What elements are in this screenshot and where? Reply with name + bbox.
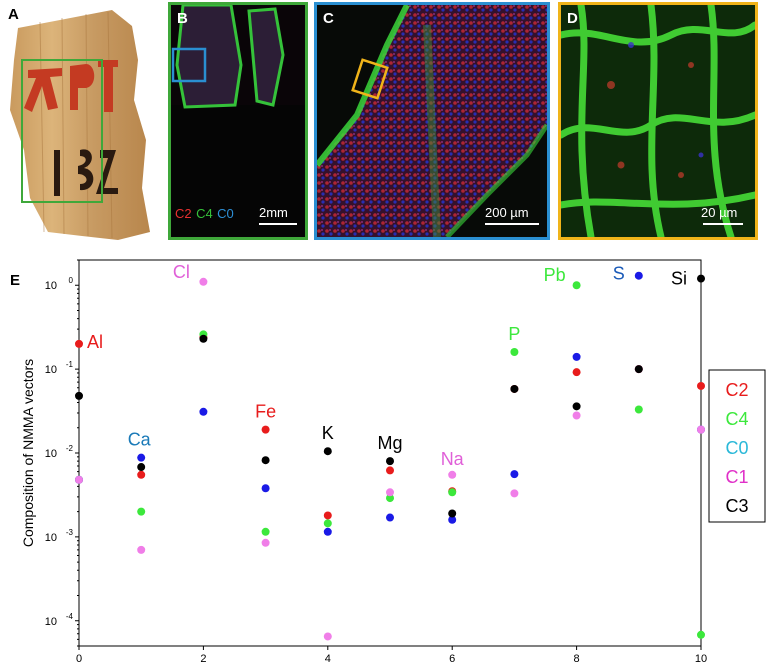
channel-label-c0: C0 (217, 206, 234, 221)
x-tick-label: 10 (695, 653, 707, 664)
point-c4 (510, 348, 519, 357)
y-tick-label: 10 (45, 532, 57, 544)
point-c3 (75, 391, 83, 400)
x-tick-label: 8 (574, 653, 580, 664)
panel-d-scale-bar (703, 223, 743, 225)
point-c1 (697, 425, 705, 434)
x-tick-label: 2 (200, 653, 206, 664)
point-c3 (386, 457, 394, 466)
element-label-k: K (322, 423, 334, 443)
element-label-cl: Cl (173, 262, 190, 282)
point-c0 (572, 352, 581, 361)
y-tick-exponent: -1 (66, 360, 74, 369)
element-label-s: S (613, 264, 625, 284)
element-label-si: Si (671, 269, 687, 289)
point-c0 (261, 484, 270, 493)
panel-c-scale-bar (485, 223, 539, 225)
point-c4 (261, 527, 270, 536)
x-tick-label: 0 (76, 653, 82, 664)
element-label-al: Al (87, 332, 103, 352)
legend-entry-c4: C4 (725, 409, 748, 429)
point-c2 (572, 368, 581, 377)
element-label-p: P (508, 324, 520, 344)
x-tick-label: 4 (325, 653, 331, 664)
element-label-ca: Ca (128, 430, 152, 450)
y-tick-label: 10 (45, 448, 57, 460)
legend-entry-c3: C3 (725, 496, 748, 516)
point-c1 (510, 489, 519, 498)
point-c4 (634, 405, 643, 414)
point-c0 (386, 513, 394, 522)
point-c0 (634, 271, 643, 280)
point-c3 (448, 509, 457, 518)
point-c2 (261, 425, 270, 434)
nmma-composition-chart: 024681010-410-310-210-1100ElementsCompos… (20, 259, 766, 664)
y-axis-label: Composition of NMMA vectors (20, 359, 36, 547)
point-c4 (323, 519, 332, 528)
legend-entry-c1: C1 (725, 467, 748, 487)
panel-d-image: D 20 µm (558, 2, 758, 240)
point-c0 (510, 470, 519, 479)
panel-b-scale-bar (259, 223, 297, 225)
point-c4 (572, 281, 581, 290)
point-c3 (137, 463, 146, 472)
y-tick-label: 10 (45, 280, 57, 292)
papyrus-image (10, 10, 150, 240)
point-c0 (448, 515, 457, 524)
y-tick-label: 10 (45, 364, 57, 376)
point-c3 (199, 334, 208, 343)
point-c1 (386, 488, 394, 497)
point-c2 (386, 466, 394, 475)
point-c1 (75, 475, 83, 484)
point-c1 (448, 470, 457, 479)
legend-box (708, 369, 766, 523)
point-c0 (199, 407, 208, 416)
y-tick-label: 10 (45, 616, 57, 628)
point-c2 (697, 381, 705, 390)
legend-entry-c0: C0 (725, 438, 748, 458)
point-c0 (323, 527, 332, 536)
panel-e-letter: E (10, 272, 21, 289)
panel-c-image: C 200 µm (314, 2, 550, 240)
point-c3 (572, 402, 581, 411)
point-c1 (261, 538, 270, 547)
legend-entry-c2: C2 (725, 380, 748, 400)
point-c4 (386, 494, 394, 503)
panel-b-scale-label: 2mm (259, 205, 288, 220)
point-c1 (199, 277, 208, 286)
panel-d-letter: D (567, 10, 578, 27)
y-tick-exponent: -3 (66, 528, 74, 537)
point-c4 (697, 630, 705, 639)
point-c4 (137, 507, 146, 516)
element-label-pb: Pb (544, 265, 566, 285)
element-label-fe: Fe (255, 402, 276, 422)
y-tick-exponent: -4 (66, 612, 74, 621)
point-c3 (697, 274, 705, 283)
panel-a-letter: A (8, 6, 19, 23)
point-c0 (137, 453, 146, 462)
panel-b-letter: B (177, 10, 188, 27)
point-c1 (137, 545, 146, 554)
panel-c-letter: C (323, 10, 334, 27)
channel-label-c2: C2 (175, 206, 192, 221)
point-c1 (323, 632, 332, 641)
y-tick-exponent: -2 (66, 444, 74, 453)
point-c3 (510, 384, 519, 393)
point-c1 (572, 411, 581, 420)
point-c3 (323, 447, 332, 456)
y-tick-exponent: 0 (69, 276, 74, 285)
x-tick-label: 6 (449, 653, 455, 664)
point-c3 (634, 365, 643, 374)
point-c4 (448, 488, 457, 497)
panel-d-scale-label: 20 µm (701, 205, 738, 220)
element-label-na: Na (441, 449, 465, 469)
point-c2 (75, 339, 83, 348)
element-label-mg: Mg (377, 433, 402, 453)
point-c2 (323, 511, 332, 520)
point-c2 (137, 470, 146, 479)
point-c3 (261, 456, 270, 465)
panel-c-scale-label: 200 µm (485, 205, 529, 220)
panel-b-image: B C2 C4 C0 2mm (168, 2, 308, 240)
channel-label-c4: C4 (196, 206, 213, 221)
